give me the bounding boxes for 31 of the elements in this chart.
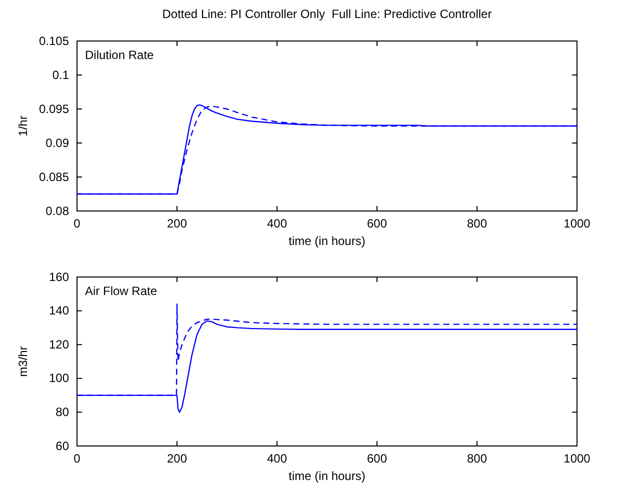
x-tick-label: 1000 [564,452,591,466]
annotation: Air Flow Rate [85,284,158,298]
annotation: Dilution Rate [85,48,154,62]
y-tick-label: 60 [56,438,70,453]
x-tick-label: 400 [266,452,288,466]
y-tick-label: 80 [56,405,70,420]
x-axis-title: time (in hours) [288,234,366,248]
x-tick-label: 600 [366,452,388,466]
x-tick-label: 800 [466,216,488,231]
y-tick-label: 140 [48,304,70,318]
chart-title: Dotted Line: PI Controller Only Full Line: Predictive Controller [162,7,492,21]
y-tick-label: 0.08 [46,204,70,218]
y-axis-title: 1/hr [16,116,30,136]
x-tick-label: 0 [74,452,81,466]
x-axis-title: time (in hours) [288,469,366,483]
y-tick-label: 0.085 [38,170,70,184]
x-tick-label: 1000 [564,216,591,231]
y-tick-label: 160 [48,270,70,284]
y-tick-label: 0.105 [38,34,70,48]
x-tick-label: 600 [366,216,388,231]
y-tick-label: 0.09 [46,136,70,150]
x-tick-label: 800 [466,452,488,466]
y-axis-title: m3/hr [16,346,30,377]
x-tick-label: 200 [166,216,188,231]
y-tick-label: 100 [48,371,70,386]
y-tick-label: 120 [48,337,70,352]
y-tick-label: 0.095 [38,102,70,116]
x-tick-label: 200 [166,452,188,466]
x-tick-label: 0 [74,216,81,231]
x-tick-label: 400 [266,216,288,231]
y-tick-label: 0.1 [52,68,70,82]
